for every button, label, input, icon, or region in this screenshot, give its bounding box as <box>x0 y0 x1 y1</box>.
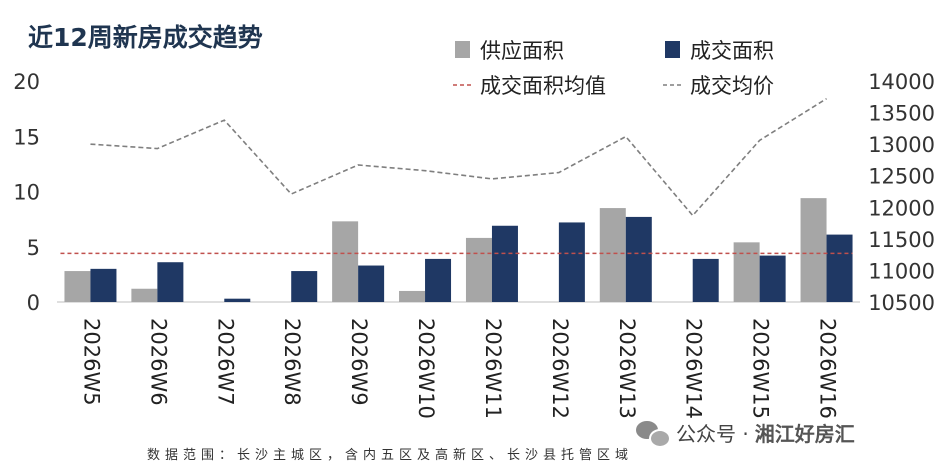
left-axis-tick-label: 10 <box>13 181 40 205</box>
wechat-icon <box>636 420 671 448</box>
x-axis-category-label: 2026W9 <box>347 318 371 406</box>
wechat-account-name: 湘江好房汇 <box>754 422 855 446</box>
legend-label: 成交均价 <box>690 74 774 98</box>
legend-label: 成交面积 <box>690 39 774 63</box>
supply-bar <box>733 242 760 302</box>
supply-bar <box>800 198 827 302</box>
transaction-bar <box>625 216 652 302</box>
legend-label: 成交面积均值 <box>480 74 606 98</box>
transaction-bar <box>157 262 184 302</box>
transaction-bar <box>491 225 518 302</box>
right-axis-tick-label: 13000 <box>868 133 935 157</box>
transaction-bar <box>759 255 786 302</box>
right-axis-tick-label: 12500 <box>868 165 935 189</box>
transaction-bar <box>826 234 853 302</box>
right-axis-tick-label: 13500 <box>868 102 935 126</box>
x-axis-category-label: 2026W5 <box>79 318 103 406</box>
left-axis-tick-label: 5 <box>27 236 40 260</box>
legend-swatch <box>665 41 680 58</box>
transaction-bar <box>224 298 251 302</box>
supply-bar <box>399 290 426 302</box>
wechat-account-tag: 公众号 · 湘江好房汇 <box>636 418 855 448</box>
x-axis-category-label: 2026W8 <box>280 318 304 406</box>
right-axis-tick-label: 14000 <box>868 70 935 94</box>
left-axis-tick-label: 0 <box>27 291 40 315</box>
right-axis-tick-label: 10500 <box>868 291 935 315</box>
x-axis-category-label: 2026W15 <box>749 318 773 419</box>
transaction-bar <box>90 268 117 302</box>
right-axis-tick-label: 11000 <box>868 259 935 283</box>
wechat-label: 公众号 · <box>676 422 749 446</box>
x-axis-category-label: 2026W13 <box>615 318 639 419</box>
x-axis-category-label: 2026W10 <box>414 318 438 419</box>
legend-swatch <box>455 41 470 58</box>
x-axis-category-label: 2026W14 <box>682 318 706 419</box>
chart-title: 近12周新房成交趋势 <box>28 23 263 52</box>
supply-bar <box>131 288 158 302</box>
x-axis-category-label: 2026W12 <box>548 318 572 419</box>
transaction-bar <box>558 222 585 302</box>
supply-bar <box>332 221 359 302</box>
transaction-bar <box>358 265 385 302</box>
supply-bar <box>64 271 91 302</box>
x-axis-category-label: 2026W7 <box>213 318 237 406</box>
right-axis-tick-label: 11500 <box>868 228 935 252</box>
transaction-bar <box>291 271 318 302</box>
supply-bar <box>465 237 492 302</box>
legend-label: 供应面积 <box>480 39 564 63</box>
data-scope-note: 数据范围：长沙主城区，含内五区及高新区、长沙县托管区域 <box>147 448 634 463</box>
transaction-bar <box>692 258 719 302</box>
left-axis-tick-label: 20 <box>13 70 40 94</box>
left-axis-tick-label: 15 <box>13 125 40 149</box>
right-axis-tick-label: 12000 <box>868 196 935 220</box>
transaction-bar <box>425 258 452 302</box>
supply-bar <box>599 208 626 302</box>
x-axis-category-label: 2026W16 <box>816 318 840 419</box>
x-axis-category-label: 2026W6 <box>146 318 170 406</box>
x-axis-category-label: 2026W11 <box>481 318 505 419</box>
average-price-line <box>90 98 827 217</box>
